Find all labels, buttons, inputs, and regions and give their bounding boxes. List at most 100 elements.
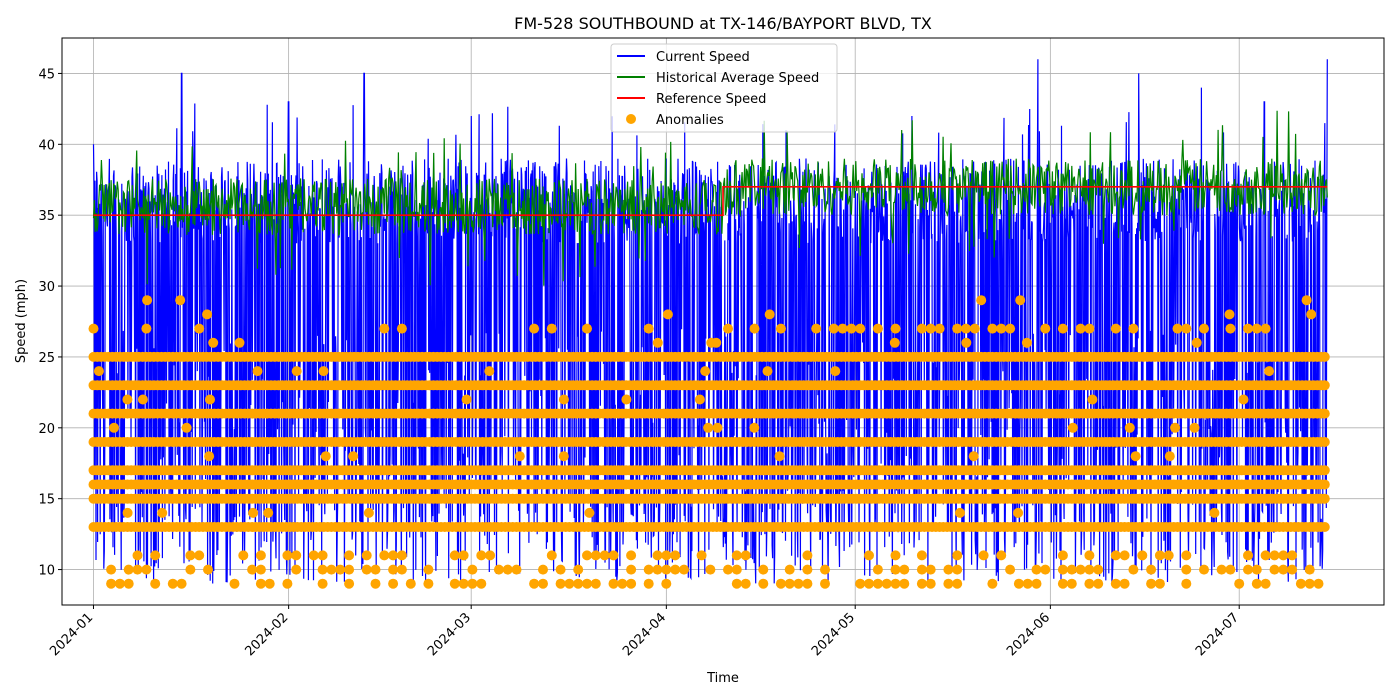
anomaly-point xyxy=(1066,578,1077,589)
anomaly-point xyxy=(203,564,213,575)
anomaly-point xyxy=(1128,564,1139,575)
anomaly-point xyxy=(1319,408,1330,419)
anomaly-point xyxy=(996,323,1007,334)
anomaly-point xyxy=(1075,323,1086,334)
anomaly-point xyxy=(643,564,654,575)
anomaly-point xyxy=(1031,578,1042,589)
anomaly-point xyxy=(291,366,302,377)
anomaly-point xyxy=(388,550,399,561)
anomaly-point xyxy=(749,422,760,433)
anomaly-point xyxy=(740,578,751,589)
anomaly-point xyxy=(1110,323,1121,334)
anomaly-point xyxy=(114,578,125,589)
anomaly-point xyxy=(1163,550,1174,561)
anomaly-point xyxy=(1278,550,1289,561)
anomaly-point xyxy=(617,578,628,589)
anomaly-point xyxy=(157,507,168,518)
anomaly-point xyxy=(661,550,672,561)
anomaly-point xyxy=(1124,422,1135,433)
anomaly-point xyxy=(584,507,595,518)
anomaly-point xyxy=(363,507,374,518)
anomaly-point xyxy=(1040,323,1051,334)
anomaly-point xyxy=(538,578,548,589)
anomaly-point xyxy=(1137,550,1148,561)
anomaly-point xyxy=(282,550,293,561)
legend: Current Speed Historical Average Speed R… xyxy=(610,43,838,133)
anomaly-point xyxy=(370,564,381,575)
anomaly-point xyxy=(317,578,328,589)
anomaly-point xyxy=(1295,578,1306,589)
anomaly-point xyxy=(1304,564,1315,575)
anomaly-point xyxy=(423,564,434,575)
anomaly-point xyxy=(1319,465,1330,476)
anomaly-point xyxy=(379,323,390,334)
anomaly-point xyxy=(872,323,883,334)
anomaly-point xyxy=(582,323,592,334)
anomaly-point xyxy=(141,323,152,334)
anomaly-point xyxy=(762,366,773,377)
anomaly-point xyxy=(703,422,714,433)
historical-average-line xyxy=(92,110,1328,286)
y-tick-label: 30 xyxy=(38,280,55,295)
anomaly-point xyxy=(255,550,266,561)
anomaly-point xyxy=(1319,522,1330,532)
anomaly-point xyxy=(1119,550,1130,561)
anomaly-point xyxy=(396,323,407,334)
anomaly-point xyxy=(978,550,989,561)
anomaly-point xyxy=(961,337,972,348)
y-tick-label: 20 xyxy=(38,422,55,437)
anomaly-point xyxy=(106,564,117,575)
anomaly-point xyxy=(1110,578,1121,589)
anomaly-point xyxy=(449,550,460,561)
anomaly-point xyxy=(855,578,866,589)
anomaly-point xyxy=(731,550,742,561)
anomaly-point xyxy=(872,578,883,589)
anomaly-point xyxy=(511,564,522,575)
reference-speed-line xyxy=(93,186,1328,216)
anomaly-point xyxy=(282,578,293,589)
anomaly-point xyxy=(1269,550,1280,561)
anomaly-point xyxy=(1251,323,1262,334)
anomaly-point xyxy=(996,550,1007,561)
anomaly-point xyxy=(775,578,786,589)
anomaly-point xyxy=(1243,550,1253,561)
anomaly-point xyxy=(890,564,901,575)
anomaly-point xyxy=(661,564,672,575)
anomaly-point xyxy=(1066,564,1077,575)
anomaly-point xyxy=(582,578,592,589)
anomaly-point xyxy=(1225,323,1236,334)
y-tick-label: 35 xyxy=(38,209,55,224)
y-tick-label: 15 xyxy=(38,493,55,508)
anomaly-point xyxy=(1181,550,1192,561)
anomaly-point xyxy=(1146,564,1157,575)
anomaly-point xyxy=(247,564,258,575)
anomaly-point xyxy=(344,578,355,589)
anomaly-point xyxy=(467,564,478,575)
anomaly-point xyxy=(1313,578,1324,589)
anomaly-point xyxy=(573,578,584,589)
anomaly-point xyxy=(943,564,954,575)
anomaly-point xyxy=(705,564,716,575)
anomaly-point xyxy=(943,578,954,589)
anomaly-point xyxy=(890,550,901,561)
anomaly-point xyxy=(1225,564,1236,575)
anomaly-point xyxy=(890,323,901,334)
y-axis-title: Speed (mph) xyxy=(14,279,29,363)
legend-label-anomalies: Anomalies xyxy=(656,113,724,128)
anomaly-point xyxy=(1260,323,1271,334)
anomaly-point xyxy=(1287,550,1298,561)
anomaly-point xyxy=(661,578,672,589)
anomaly-point xyxy=(1199,323,1209,334)
anomaly-point xyxy=(122,394,133,405)
anomaly-point xyxy=(626,564,637,575)
anomaly-point xyxy=(229,578,240,589)
anomaly-point xyxy=(1084,564,1095,575)
anomaly-point xyxy=(1005,323,1016,334)
anomaly-point xyxy=(93,366,104,377)
anomaly-point xyxy=(175,295,186,306)
anomaly-point xyxy=(181,422,192,433)
anomaly-point xyxy=(1057,550,1068,561)
anomaly-point xyxy=(952,578,963,589)
anomaly-point xyxy=(291,550,302,561)
